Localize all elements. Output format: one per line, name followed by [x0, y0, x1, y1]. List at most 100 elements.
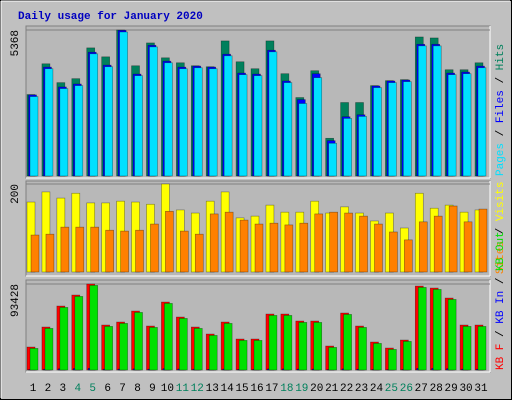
bar	[208, 68, 218, 177]
bar	[194, 233, 204, 273]
bar	[223, 55, 233, 177]
bar	[447, 299, 457, 371]
legend-entry: KB Out	[495, 231, 507, 271]
x-tick-label: 14	[221, 383, 235, 395]
bar	[313, 77, 323, 177]
legend-entry: Pages	[495, 143, 507, 176]
bar	[208, 335, 218, 371]
bar	[404, 239, 413, 273]
x-tick-label: 18	[280, 383, 293, 395]
legend-entry: Hits	[495, 44, 507, 70]
bar	[388, 82, 397, 177]
bar	[29, 96, 39, 177]
bar	[328, 142, 337, 177]
x-tick-label: 29	[445, 383, 458, 395]
bar	[388, 349, 397, 371]
bar	[104, 326, 113, 371]
legend-entry: KB In	[495, 291, 507, 324]
x-tick-label: 5	[89, 383, 96, 395]
legend: Sites / Visits	[495, 182, 507, 274]
x-tick-label: 1	[30, 383, 37, 395]
bar	[432, 45, 442, 177]
x-tick-label: 28	[430, 383, 443, 395]
bar	[223, 323, 233, 371]
x-tick-label: 8	[134, 383, 141, 395]
bar	[119, 323, 128, 371]
legend: Pages / Files / Hits	[495, 44, 507, 176]
bar	[462, 73, 472, 177]
bar	[119, 31, 128, 177]
bar	[299, 222, 309, 273]
bar	[432, 289, 442, 371]
bar	[433, 215, 443, 273]
bar	[253, 340, 263, 371]
legend-entry: KB F	[495, 344, 507, 370]
x-tick-label: 30	[459, 383, 472, 395]
legend: KB F / KB In / KB Out	[495, 231, 507, 370]
bar	[329, 211, 338, 273]
x-tick-label: 6	[104, 383, 111, 395]
x-tick-label: 22	[340, 383, 353, 395]
bar	[389, 231, 398, 273]
bar	[224, 211, 234, 273]
bar	[238, 74, 248, 177]
bar	[447, 74, 457, 177]
x-tick-label: 20	[310, 383, 323, 395]
legend-separator: /	[495, 123, 507, 143]
bar	[313, 322, 323, 371]
bar	[89, 285, 99, 371]
x-tick-label: 7	[119, 383, 126, 395]
bar	[150, 223, 159, 273]
x-tick-label: 19	[295, 383, 308, 395]
bar	[135, 229, 144, 273]
bar	[74, 296, 84, 371]
chart-title: Daily usage for January 2020	[18, 11, 203, 23]
legend-entry: Files	[495, 90, 507, 123]
bar	[45, 233, 55, 273]
bar	[358, 116, 367, 177]
bar	[283, 82, 293, 177]
x-tick-label: 11	[176, 383, 190, 395]
bar	[328, 347, 337, 371]
bar	[477, 67, 487, 177]
bar	[418, 221, 428, 273]
legend-separator: /	[495, 324, 507, 344]
bar	[403, 81, 412, 177]
bar	[373, 87, 382, 177]
bar	[417, 45, 427, 177]
x-tick-label: 26	[400, 383, 413, 395]
bar	[268, 51, 278, 177]
bar	[179, 68, 188, 177]
bar	[359, 215, 368, 273]
bar	[269, 222, 279, 273]
bar	[284, 224, 294, 273]
bar	[105, 229, 114, 273]
x-tick-label: 3	[60, 383, 67, 395]
bar	[74, 85, 84, 177]
bar	[462, 326, 472, 371]
bar	[164, 62, 173, 177]
bar	[149, 327, 158, 371]
bar	[298, 103, 308, 177]
bar	[89, 53, 99, 177]
bar	[344, 212, 353, 273]
bar	[193, 328, 203, 371]
bar	[104, 66, 113, 177]
bar	[253, 75, 263, 177]
bar	[314, 213, 324, 273]
x-tick-label: 13	[206, 383, 219, 395]
legend-separator: /	[495, 271, 507, 291]
x-tick-label: 12	[191, 383, 204, 395]
x-tick-label: 17	[265, 383, 278, 395]
bar	[164, 303, 173, 371]
bar	[180, 230, 189, 273]
x-tick-label: 10	[161, 383, 174, 395]
bar	[60, 226, 70, 273]
bar	[44, 68, 54, 177]
bar	[75, 226, 85, 273]
bar	[239, 219, 249, 273]
bar	[343, 314, 352, 371]
bar	[59, 88, 69, 177]
x-tick-label: 24	[370, 383, 384, 395]
